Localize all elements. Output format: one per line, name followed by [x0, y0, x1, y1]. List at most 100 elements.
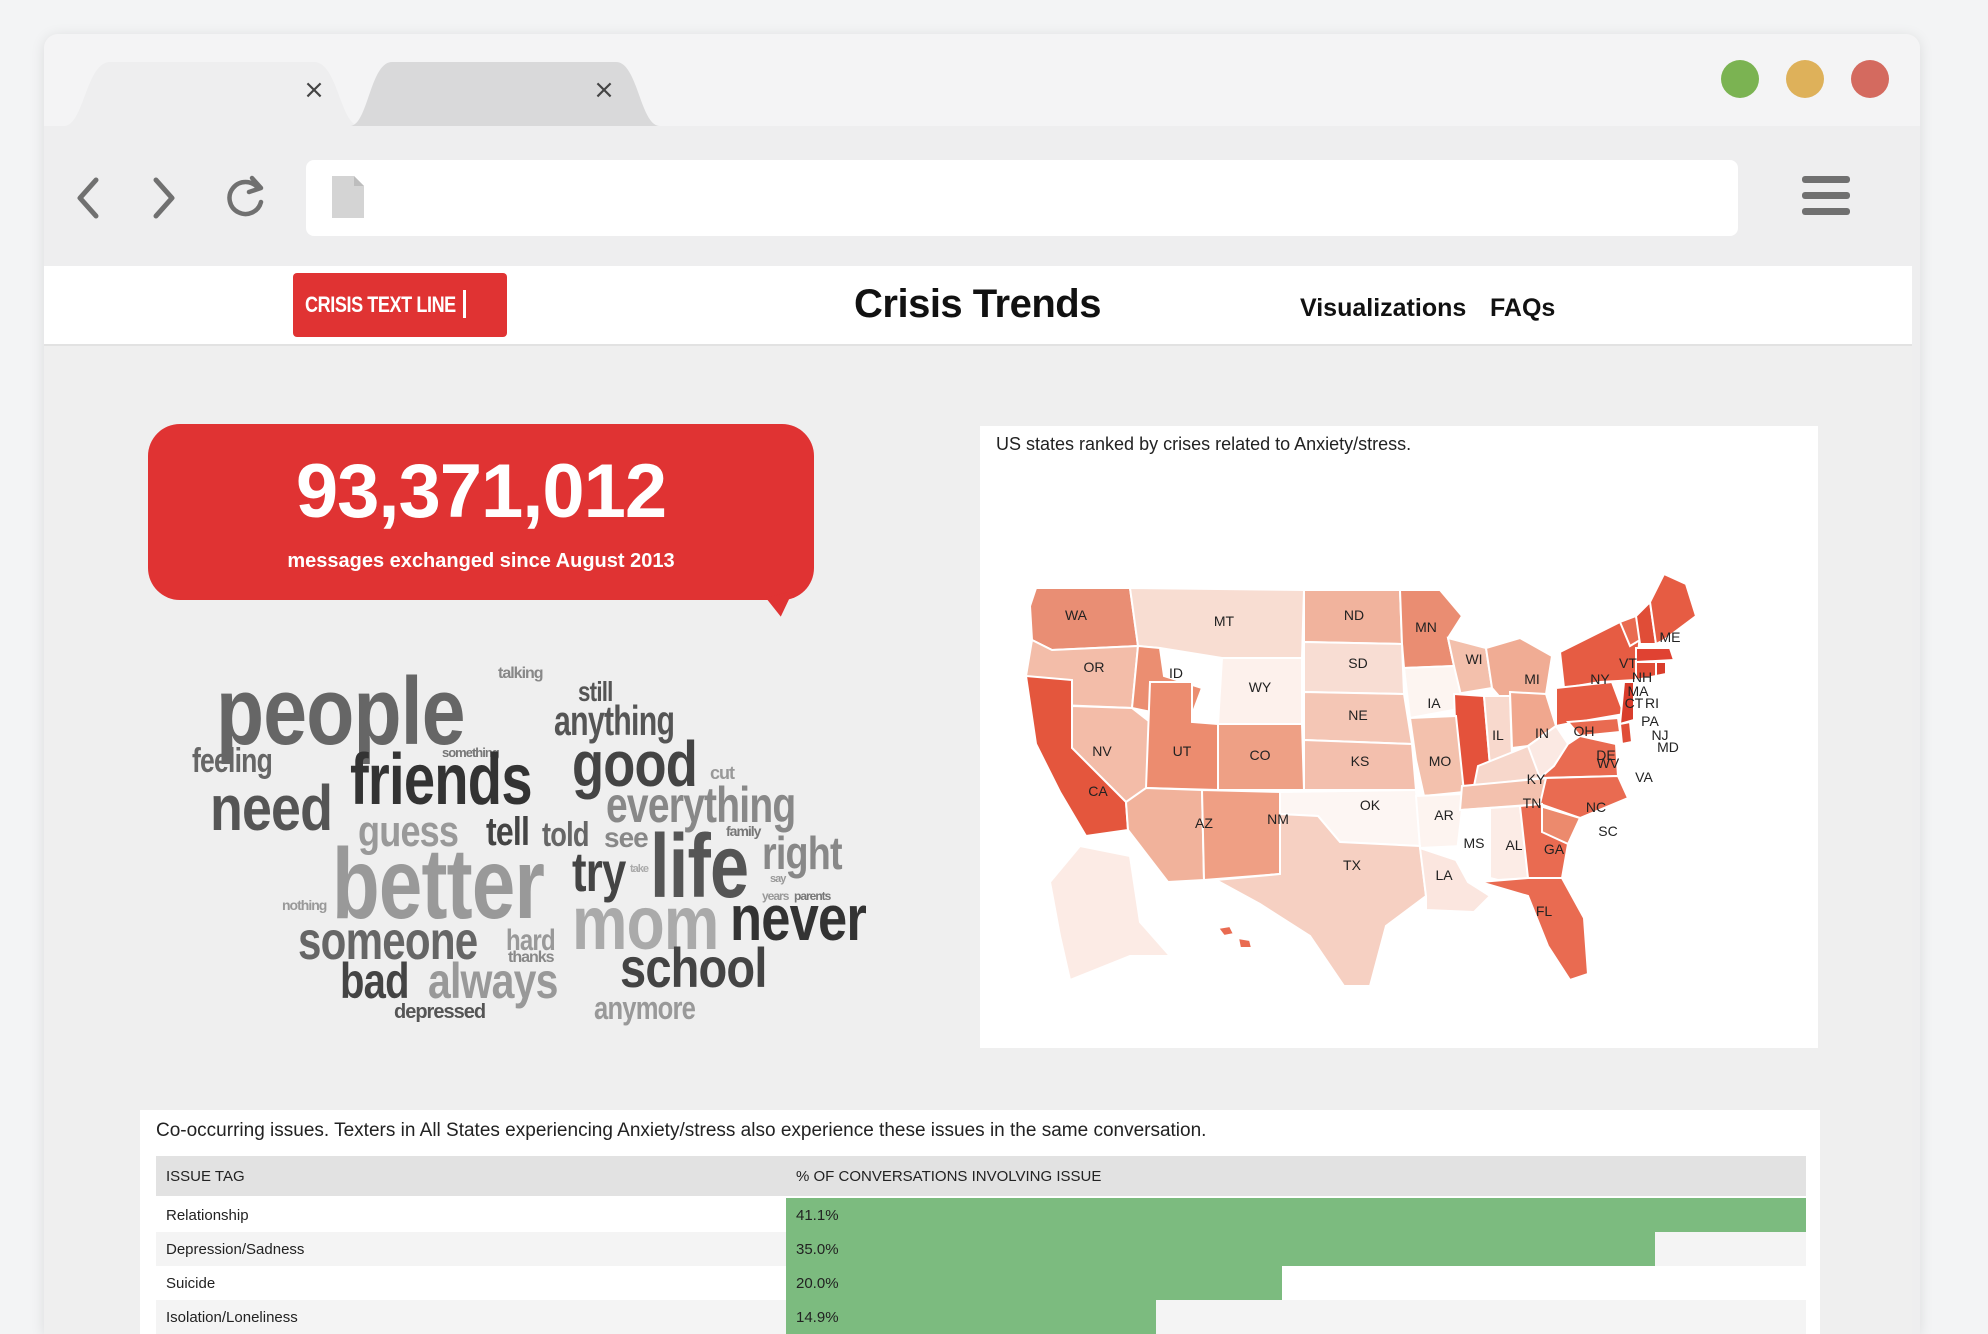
state-ut[interactable]	[1144, 681, 1219, 792]
cloud-word: take	[630, 863, 649, 875]
state-nm[interactable]	[1200, 788, 1284, 882]
back-arrow-icon[interactable]	[74, 176, 104, 220]
state-label: WV	[1597, 755, 1620, 771]
cloud-word: see	[604, 822, 649, 853]
window-maximize-button[interactable]	[1721, 60, 1759, 98]
state-nj[interactable]	[1618, 681, 1635, 726]
state-ri[interactable]	[1655, 661, 1667, 678]
state-de[interactable]	[1618, 720, 1634, 746]
state-label: OR	[1084, 659, 1105, 675]
message-count-label: messages exchanged since August 2013	[287, 550, 675, 572]
state-label: AL	[1505, 837, 1522, 853]
window-close-button[interactable]	[1851, 60, 1889, 98]
table-caption: Co-occurring issues. Texters in All Stat…	[156, 1120, 1207, 1141]
state-label: DE	[1596, 747, 1615, 763]
reload-icon[interactable]	[222, 174, 268, 220]
cloud-word: anymore	[594, 990, 696, 1026]
issue-tag-cell: Depression/Sadness	[166, 1241, 305, 1258]
state-label: SD	[1348, 655, 1367, 671]
state-ma[interactable]	[1635, 647, 1676, 664]
state-label: LA	[1435, 867, 1453, 883]
message-count: 93,371,012	[295, 449, 667, 534]
address-bar[interactable]	[306, 160, 1738, 236]
state-label: AZ	[1195, 815, 1213, 831]
issue-tag-cell: Relationship	[166, 1207, 249, 1224]
cloud-word: hard	[506, 924, 556, 957]
state-label: SC	[1598, 823, 1617, 839]
state-nc[interactable]	[1538, 774, 1630, 820]
state-label: WA	[1065, 607, 1088, 623]
state-az[interactable]	[1124, 786, 1206, 884]
cloud-word: friends	[350, 740, 533, 820]
state-label: IA	[1427, 695, 1441, 711]
nav-faqs[interactable]: FAQs	[1490, 294, 1556, 322]
state-label: CO	[1250, 747, 1271, 763]
state-ak	[1048, 844, 1173, 982]
state-label: MS	[1464, 835, 1485, 851]
header-issue-tag[interactable]: ISSUE TAG	[166, 1168, 245, 1185]
state-label: PA	[1641, 713, 1659, 729]
state-tx[interactable]	[1212, 812, 1428, 987]
cloud-word: someone	[298, 911, 478, 971]
forward-arrow-icon[interactable]	[148, 176, 178, 220]
percent-bar	[786, 1198, 1806, 1232]
state-ms[interactable]	[1454, 806, 1491, 884]
state-label: KS	[1351, 753, 1370, 769]
state-label: KY	[1527, 771, 1546, 787]
issue-tag-cell: Isolation/Loneliness	[166, 1309, 298, 1326]
map-caption: US states ranked by crises related to An…	[996, 434, 1412, 454]
cloud-word: still	[578, 676, 613, 707]
tab-close-icon[interactable]: ×	[593, 75, 615, 105]
state-hi	[1216, 924, 1254, 949]
cloud-word: parents	[794, 889, 831, 903]
cloud-word: need	[210, 772, 333, 844]
state-label: CA	[1088, 783, 1108, 799]
state-label: TN	[1523, 795, 1542, 811]
table-row[interactable]: Relationship 41.1%	[156, 1198, 1806, 1232]
state-label: OH	[1574, 723, 1595, 739]
table-row[interactable]: Isolation/Loneliness 14.9%	[156, 1300, 1806, 1334]
browser-tab-2[interactable]: ×	[350, 62, 660, 126]
table-header-row: ISSUE TAG % OF CONVERSATIONS INVOLVING I…	[156, 1156, 1806, 1196]
cloud-word: better	[332, 828, 545, 940]
state-la[interactable]	[1418, 846, 1492, 914]
percent-cell: 14.9%	[796, 1309, 839, 1326]
cloud-word: years	[762, 889, 789, 903]
cloud-word: always	[428, 953, 558, 1009]
state-me[interactable]	[1648, 572, 1698, 646]
table-row[interactable]: Depression/Sadness 35.0%	[156, 1232, 1806, 1266]
cloud-word: depressed	[394, 1001, 486, 1023]
state-label: MT	[1214, 613, 1235, 629]
state-label: MD	[1657, 739, 1679, 755]
cloud-word: right	[762, 827, 843, 879]
cloud-word: cut	[710, 763, 735, 783]
browser-tab-1[interactable]: ×	[64, 62, 360, 126]
cloud-word: school	[620, 936, 767, 999]
header-percent[interactable]: % OF CONVERSATIONS INVOLVING ISSUE	[796, 1168, 1102, 1185]
cloud-word: people	[216, 658, 466, 765]
main-content: 93,371,012 messages exchanged since Augu…	[44, 346, 1912, 1334]
cloud-word: everything	[606, 777, 796, 833]
state-label: NE	[1348, 707, 1367, 723]
state-label: AR	[1434, 807, 1453, 823]
window-minimize-button[interactable]	[1786, 60, 1824, 98]
state-label: MO	[1429, 753, 1452, 769]
state-label: GA	[1544, 841, 1565, 857]
cloud-word: bad	[340, 953, 410, 1009]
state-wi[interactable]	[1446, 636, 1494, 696]
issue-tag-cell: Suicide	[166, 1275, 216, 1292]
cloud-word: talking	[498, 665, 544, 682]
nav-visualizations[interactable]: Visualizations	[1300, 294, 1467, 322]
hamburger-menu-icon[interactable]	[1802, 174, 1850, 218]
state-fl[interactable]	[1479, 877, 1590, 982]
state-label: UT	[1173, 743, 1192, 759]
table-row[interactable]: Suicide 20.0%	[156, 1266, 1806, 1300]
state-label: TX	[1343, 857, 1362, 873]
message-counter-bubble: 93,371,012 messages exchanged since Augu…	[148, 424, 814, 620]
cloud-word: feeling	[192, 742, 273, 780]
state-label: NH	[1632, 669, 1652, 685]
tab-close-icon[interactable]: ×	[303, 75, 325, 105]
crisis-text-line-logo[interactable]: CRISIS TEXT LINE	[293, 273, 507, 337]
cloud-word: tell	[486, 810, 530, 854]
state-label: WI	[1465, 651, 1482, 667]
